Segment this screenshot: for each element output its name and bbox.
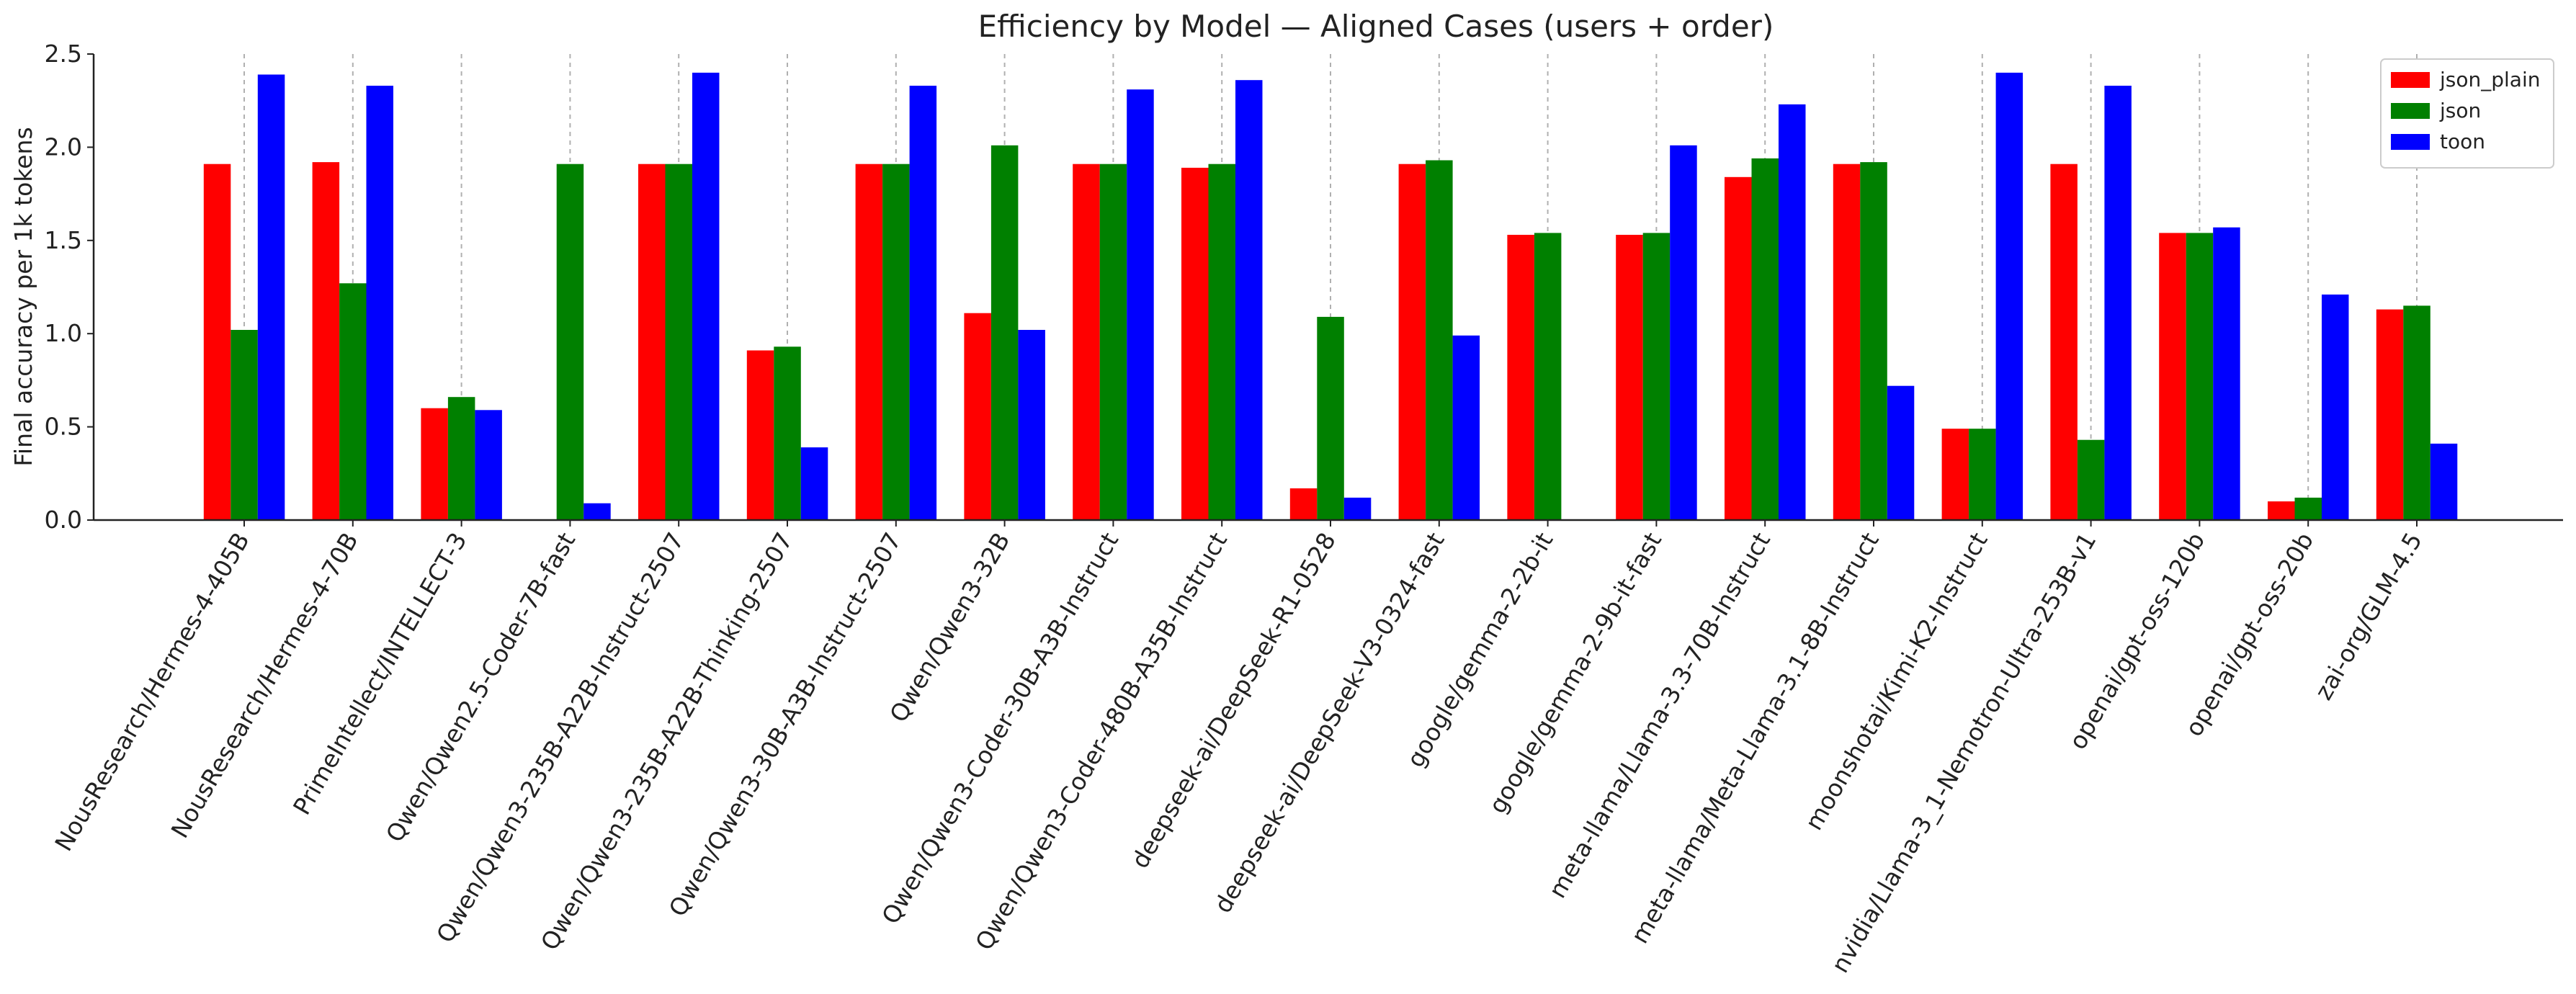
bar-json [1099, 164, 1127, 520]
y-tick-label: 1.0 [45, 319, 82, 347]
bar-json [1751, 158, 1779, 520]
bar-toon [800, 447, 828, 520]
bar-json_plain [1289, 488, 1318, 520]
bar-json_plain [1833, 164, 1861, 520]
bar-toon [2213, 227, 2240, 520]
bar-toon [1995, 72, 2023, 520]
bar-json [1208, 164, 1235, 520]
bar-json_plain [2268, 501, 2295, 520]
y-tick-label: 0.0 [45, 506, 82, 534]
bar-toon [1127, 89, 1154, 520]
legend-swatch-toon [2391, 134, 2430, 150]
bar-json [882, 164, 910, 520]
bar-toon [692, 72, 720, 520]
legend-swatch-json_plain [2391, 72, 2430, 88]
bar-json [774, 346, 801, 520]
bar-json_plain [746, 350, 774, 520]
y-tick-label: 2.0 [45, 133, 82, 161]
bar-toon [1887, 385, 1915, 520]
bar-json [447, 397, 475, 520]
y-ticks: 0.0 0.5 1.0 1.5 2.0 2.5 [45, 40, 94, 534]
bar-toon [2322, 294, 2349, 520]
chart-title: Efficiency by Model — Aligned Cases (use… [978, 9, 1774, 44]
bar-toon [909, 86, 937, 520]
bar-toon [1779, 104, 1806, 520]
bar-json_plain [2376, 309, 2404, 520]
legend-label-json: json [2439, 99, 2481, 122]
bar-json_plain [638, 164, 666, 520]
bar-json [339, 283, 367, 520]
bar-toon [1670, 145, 1697, 521]
y-tick-label: 1.5 [45, 226, 82, 254]
y-tick-label: 2.5 [45, 40, 82, 68]
legend-swatch-json [2391, 103, 2430, 119]
bar-json_plain [312, 162, 340, 520]
bar-json [990, 145, 1019, 521]
bar-json [1860, 162, 1887, 520]
bar-json_plain [1507, 235, 1534, 520]
bar-json_plain [203, 164, 231, 520]
bar-json [1642, 233, 1671, 520]
bar-json [2186, 233, 2214, 520]
legend-label-json_plain: json_plain [2439, 68, 2540, 91]
bar-toon [2430, 443, 2458, 520]
bar-toon [257, 74, 285, 520]
bar-json_plain [1398, 164, 1426, 520]
legend-label-toon: toon [2440, 130, 2485, 153]
bar-json_plain [1616, 235, 1643, 520]
bar-json_plain [1073, 164, 1100, 520]
bar-json [1969, 429, 1996, 520]
bar-toon [475, 410, 502, 520]
bar-json [2077, 439, 2105, 520]
bars [203, 72, 2458, 521]
bar-json [2403, 305, 2430, 520]
bar-json [1534, 233, 1562, 520]
bar-json_plain [1941, 429, 1969, 520]
bar-toon [2104, 86, 2132, 520]
bar-json_plain [1725, 176, 1752, 521]
y-tick-label: 0.5 [45, 413, 82, 441]
bar-json [1317, 316, 1344, 520]
bar-toon [1452, 335, 1480, 520]
bar-json [1426, 160, 1453, 520]
bar-toon [583, 503, 611, 520]
bar-toon [1343, 497, 1372, 520]
bar-toon [366, 86, 393, 520]
bar-toon [1018, 330, 1045, 520]
bar-json_plain [2159, 233, 2186, 520]
axes [92, 54, 2563, 521]
bar-json_plain [1181, 167, 1209, 520]
bar-json [231, 330, 258, 520]
bar-toon [1235, 80, 1263, 520]
bar-json_plain [964, 313, 991, 520]
bar-json_plain [855, 164, 883, 520]
bar-json_plain [2050, 164, 2078, 520]
bar-json_plain [421, 408, 448, 520]
bar-json [556, 164, 584, 520]
bar-json [2294, 497, 2322, 520]
y-axis-label: Final accuracy per 1k tokens [9, 127, 37, 466]
bar-json [665, 164, 692, 520]
